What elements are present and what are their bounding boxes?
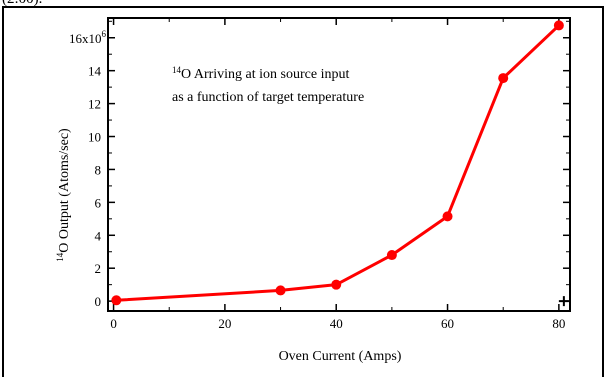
y-tick-label: 12 [88, 97, 101, 112]
y-tick-label: 4 [95, 228, 102, 243]
data-point [275, 285, 286, 296]
data-point [111, 295, 122, 306]
annotation-line-2: as a function of target temperature [172, 90, 364, 105]
data-point [498, 73, 509, 84]
x-tick-label: 60 [441, 316, 454, 331]
y-tick-label: 8 [95, 162, 102, 177]
y-axis-label-text: Output (Atoms/sec) [57, 128, 72, 239]
data-point [331, 279, 342, 290]
y-tick-label: 2 [95, 261, 102, 276]
x-tick-label: 20 [218, 316, 231, 331]
data-series [111, 20, 569, 307]
x-tick-label: 40 [330, 316, 343, 331]
x-tick-label: 0 [110, 316, 117, 331]
y-axis-label: 14O Output (Atoms/sec) [55, 128, 72, 262]
annotation-sup: 14 [172, 65, 182, 75]
y-tick-label: 14 [88, 64, 102, 79]
y-tick-label: 16x106 [69, 29, 107, 46]
y-axis-label-sup: 14 [55, 252, 65, 262]
figure-frame [2, 6, 604, 377]
annotation-line-1-text: O Arriving at ion source input [181, 67, 349, 82]
y-tick-label: 10 [88, 130, 101, 145]
data-point [386, 250, 397, 261]
annotation-line-1: 14O Arriving at ion source input [172, 65, 349, 82]
plot-area [107, 17, 571, 312]
axis-ticks [108, 18, 570, 311]
data-point [442, 211, 453, 222]
tick-labels: 0 20 40 60 80 0 2 4 6 8 10 12 14 16x106 [69, 29, 565, 331]
x-tick-label: 80 [552, 316, 565, 331]
x-axis-label: Oven Current (Amps) [279, 349, 402, 364]
page-text-fragment: (2:00). [2, 0, 42, 8]
y-axis-label-isotope: O [57, 243, 72, 253]
y-tick-label: 6 [95, 195, 102, 210]
plot-border [107, 17, 571, 312]
data-point [553, 20, 564, 31]
y-tick-exponent: 6 [102, 29, 107, 39]
svg-text:14O Output (Atoms/sec): 14O Output (Atoms/sec) [55, 128, 72, 262]
y-tick-label: 0 [95, 294, 102, 309]
